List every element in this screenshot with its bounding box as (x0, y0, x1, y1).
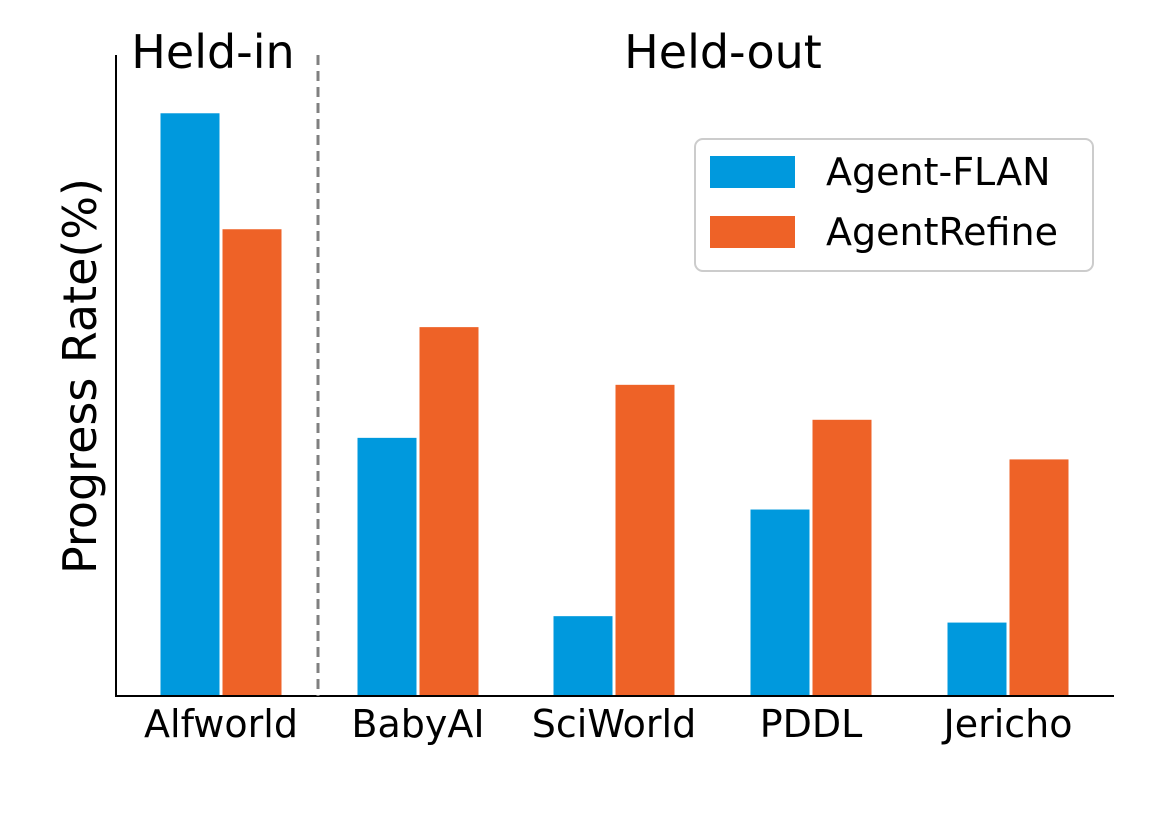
region-label-held-in: Held-in (131, 25, 294, 79)
x-tick-label-pddl: PDDL (760, 702, 863, 746)
axes (115, 55, 1114, 697)
bar-agent-flan-babyai (357, 437, 417, 696)
y-axis-label: Progress Rate(%) (53, 178, 107, 574)
bar-agent-flan-sciworld (553, 616, 613, 696)
x-tick-label-sciworld: SciWorld (532, 702, 696, 746)
region-labels: Held-in Held-out (131, 25, 822, 79)
bars-group (160, 113, 1069, 697)
x-tick-labels: Alfworld BabyAI SciWorld PDDL Jericho (144, 702, 1072, 746)
bar-agent-flan-pddl (750, 509, 810, 696)
legend-label-agentrefine: AgentRefine (826, 210, 1058, 254)
legend-swatch-agentrefine (710, 216, 795, 248)
bar-agentrefine-alfworld (222, 229, 282, 696)
region-label-held-out: Held-out (624, 25, 822, 79)
legend: Agent-FLAN AgentRefine (694, 138, 1094, 272)
bar-agentrefine-babyai (419, 327, 479, 696)
bar-agent-flan-alfworld (160, 113, 220, 697)
legend-swatch-agent-flan (710, 156, 795, 188)
bar-agentrefine-jericho (1009, 459, 1069, 696)
bar-agentrefine-sciworld (615, 384, 675, 696)
x-tick-label-jericho: Jericho (942, 702, 1073, 746)
x-tick-label-alfworld: Alfworld (144, 702, 298, 746)
bar-agentrefine-pddl (812, 419, 872, 696)
bar-agent-flan-jericho (947, 622, 1007, 696)
x-tick-label-babyai: BabyAI (351, 702, 484, 746)
legend-label-agent-flan: Agent-FLAN (826, 150, 1051, 194)
